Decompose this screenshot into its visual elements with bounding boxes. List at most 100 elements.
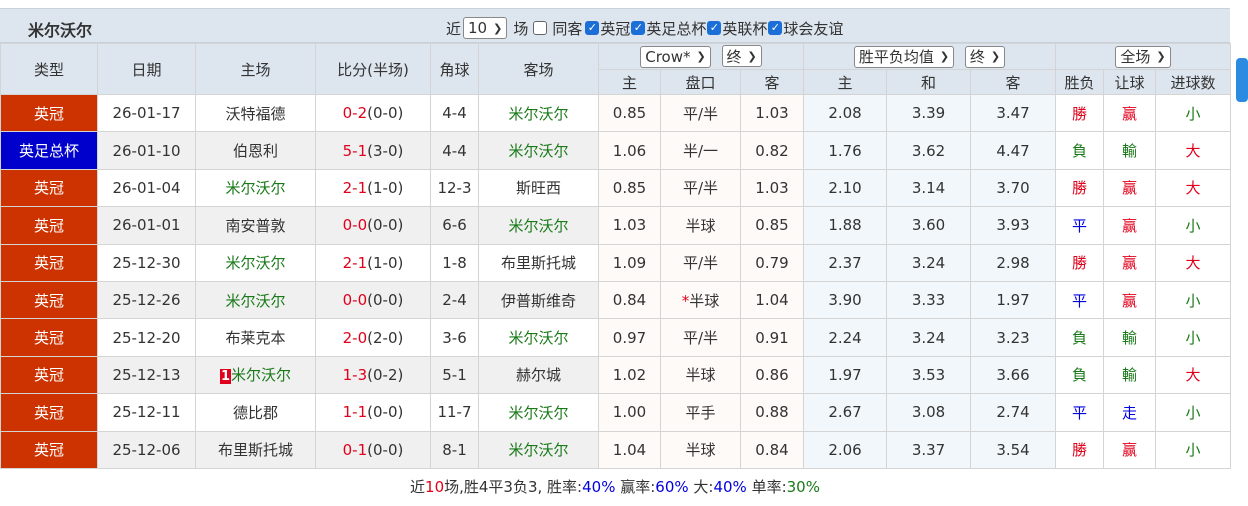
away-team-cell[interactable]: 斯旺西: [478, 168, 599, 208]
avg-home: 2.10: [803, 168, 888, 208]
competition-checkbox[interactable]: ✓: [768, 21, 783, 35]
home-team-cell[interactable]: 沃特福德: [195, 93, 316, 133]
stage-value: 终: [969, 48, 985, 66]
over-rate: 40%: [713, 477, 747, 496]
score-cell[interactable]: 0-2(0-0): [315, 93, 431, 133]
competition-checkbox[interactable]: ✓: [585, 21, 600, 35]
away-team-cell[interactable]: 赫尔城: [478, 355, 599, 395]
home-team-cell[interactable]: 布莱克本: [195, 318, 316, 357]
odd-rate: 30%: [786, 477, 820, 496]
date-cell: 25-12-11: [97, 393, 196, 432]
full-time-score: 1-3: [342, 365, 368, 384]
home-team-cell[interactable]: 布里斯托城: [195, 430, 316, 469]
score-cell[interactable]: 2-1(1-0): [315, 243, 431, 282]
goals-result-cell: 小: [1155, 206, 1232, 245]
competition-cell[interactable]: 英冠: [0, 393, 98, 432]
competition-filters: ✓ 英冠 ✓ 英足总杯 ✓ 英联杯 ✓ 球会友谊: [584, 18, 843, 39]
scrollbar-thumb[interactable]: [1236, 58, 1248, 102]
company-select[interactable]: Crow* ❯: [640, 45, 711, 68]
competition-cell[interactable]: 英冠: [0, 206, 98, 245]
handicap-result-cell: 輸: [1103, 355, 1157, 395]
home-team: 米尔沃尔: [231, 366, 292, 385]
avg-home: 3.90: [803, 280, 888, 320]
competition-cell[interactable]: 英冠: [0, 280, 98, 320]
goals-result-cell: 大: [1155, 168, 1232, 208]
score-cell[interactable]: 0-0(0-0): [315, 280, 431, 320]
count-select[interactable]: 10 ❯: [463, 17, 508, 39]
home-team-cell[interactable]: 米尔沃尔: [195, 243, 316, 282]
full-time-score: 2-1: [342, 253, 368, 272]
handicap-result-cell: 輸: [1103, 131, 1157, 170]
home-team: 布莱克本: [225, 329, 286, 348]
home-team-cell[interactable]: 米尔沃尔: [195, 280, 316, 320]
col-score: 比分(半场): [315, 43, 431, 95]
competition-cell[interactable]: 英冠: [0, 168, 98, 208]
avg-draw: 3.53: [886, 355, 972, 395]
away-team-cell[interactable]: 米尔沃尔: [478, 318, 599, 357]
home-team-cell[interactable]: 伯恩利: [195, 131, 316, 170]
competition-checkbox[interactable]: ✓: [631, 21, 646, 35]
score-cell[interactable]: 1-1(0-0): [315, 393, 431, 432]
home-team: 布里斯托城: [217, 441, 293, 460]
home-team-cell[interactable]: 米尔沃尔: [195, 168, 316, 208]
away-odds: 1.03: [739, 168, 805, 208]
corner-cell: 12-3: [430, 168, 479, 208]
result-cell: 負: [1055, 318, 1105, 357]
avg-away: 3.23: [970, 318, 1057, 357]
date-cell: 25-12-26: [97, 280, 196, 320]
avg-away: 3.70: [970, 168, 1057, 208]
score-cell[interactable]: 2-1(1-0): [315, 168, 431, 208]
handicap-cell: 半/一: [660, 131, 741, 170]
competition-checkbox[interactable]: ✓: [707, 21, 722, 35]
competition-cell[interactable]: 英足总杯: [0, 131, 98, 170]
half-time-score: (0-0): [367, 291, 404, 310]
full-time-score: 2-1: [342, 178, 368, 197]
home-team-cell[interactable]: 南安普敦: [195, 206, 316, 245]
home-team-cell[interactable]: 德比郡: [195, 393, 316, 432]
score-cell[interactable]: 1-3(0-2): [315, 355, 431, 395]
corner-cell: 8-1: [430, 430, 479, 469]
avg-away: 3.66: [970, 355, 1057, 395]
avg-draw: 3.60: [886, 206, 972, 245]
score-cell[interactable]: 0-1(0-0): [315, 430, 431, 469]
score-cell[interactable]: 5-1(3-0): [315, 131, 431, 170]
competition-cell[interactable]: 英冠: [0, 93, 98, 133]
subcol-header: 客: [739, 69, 805, 95]
home-team-cell[interactable]: 1米尔沃尔: [195, 355, 316, 395]
chevron-down-icon: ❯: [493, 21, 503, 35]
subcol-header: 让球: [1103, 69, 1157, 95]
scope-select[interactable]: 全场 ❯: [1115, 45, 1171, 68]
home-odds: 1.02: [598, 355, 661, 395]
same-away-checkbox[interactable]: [533, 21, 548, 35]
away-team-cell[interactable]: 米尔沃尔: [478, 393, 599, 432]
average-select[interactable]: 胜平负均值 ❯: [853, 45, 955, 68]
competition-label: 英冠: [600, 19, 631, 38]
competition-cell[interactable]: 英冠: [0, 243, 98, 282]
competition-cell[interactable]: 英冠: [0, 318, 98, 357]
goals-result-cell: 大: [1155, 355, 1232, 395]
score-cell[interactable]: 2-0(2-0): [315, 318, 431, 357]
avg-home: 2.37: [803, 243, 888, 282]
away-team-cell[interactable]: 米尔沃尔: [478, 131, 599, 170]
away-team-cell[interactable]: 布里斯托城: [478, 243, 599, 282]
corner-cell: 11-7: [430, 393, 479, 432]
home-odds: 1.06: [598, 131, 661, 170]
away-odds: 0.79: [739, 243, 805, 282]
result-cell: 負: [1055, 355, 1105, 395]
competition-cell[interactable]: 英冠: [0, 355, 98, 395]
average-stage-select[interactable]: 终 ❯: [964, 45, 1006, 68]
away-team-cell[interactable]: 米尔沃尔: [478, 430, 599, 469]
score-cell[interactable]: 0-0(0-0): [315, 206, 431, 245]
away-team-cell[interactable]: 伊普斯维奇: [478, 280, 599, 320]
away-team-cell[interactable]: 米尔沃尔: [478, 93, 599, 133]
date-cell: 25-12-13: [97, 355, 196, 395]
summary: 近10场,胜4平3负3, 胜率:40% 赢率:60% 大:40% 单率:30%: [0, 469, 1230, 506]
company-stage-select[interactable]: 终 ❯: [721, 45, 762, 68]
away-team-cell[interactable]: 米尔沃尔: [478, 206, 599, 245]
half-time-score: (1-0): [367, 253, 404, 272]
half-time-score: (3-0): [367, 141, 404, 160]
home-odds: 1.00: [598, 393, 661, 432]
competition-cell[interactable]: 英冠: [0, 430, 98, 469]
half-time-score: (0-0): [367, 216, 404, 235]
handicap: 平/半: [682, 104, 719, 123]
